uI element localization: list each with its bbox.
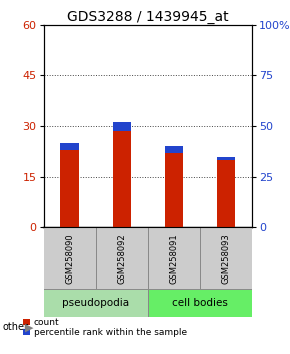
Bar bbox=[217, 160, 235, 228]
Bar bbox=[113, 131, 131, 228]
Bar bbox=[44, 228, 96, 289]
Bar bbox=[200, 228, 252, 289]
Bar bbox=[148, 228, 200, 289]
Text: GSM258092: GSM258092 bbox=[117, 233, 126, 284]
Bar bbox=[60, 150, 79, 228]
Bar bbox=[217, 157, 235, 160]
Text: cell bodies: cell bodies bbox=[172, 298, 228, 308]
Text: other: other bbox=[3, 322, 29, 332]
Text: GSM258091: GSM258091 bbox=[169, 233, 179, 284]
Bar bbox=[60, 143, 79, 150]
Text: GSM258093: GSM258093 bbox=[222, 233, 231, 284]
Bar bbox=[96, 228, 148, 289]
Bar bbox=[113, 122, 131, 131]
Title: GDS3288 / 1439945_at: GDS3288 / 1439945_at bbox=[67, 10, 229, 24]
Legend: count, percentile rank within the sample: count, percentile rank within the sample bbox=[23, 318, 187, 337]
Bar bbox=[44, 289, 148, 316]
Bar bbox=[165, 153, 183, 228]
Bar bbox=[148, 289, 252, 316]
Text: ▶: ▶ bbox=[25, 322, 33, 332]
Text: pseudopodia: pseudopodia bbox=[62, 298, 129, 308]
Text: GSM258090: GSM258090 bbox=[65, 233, 74, 284]
Bar bbox=[165, 146, 183, 153]
